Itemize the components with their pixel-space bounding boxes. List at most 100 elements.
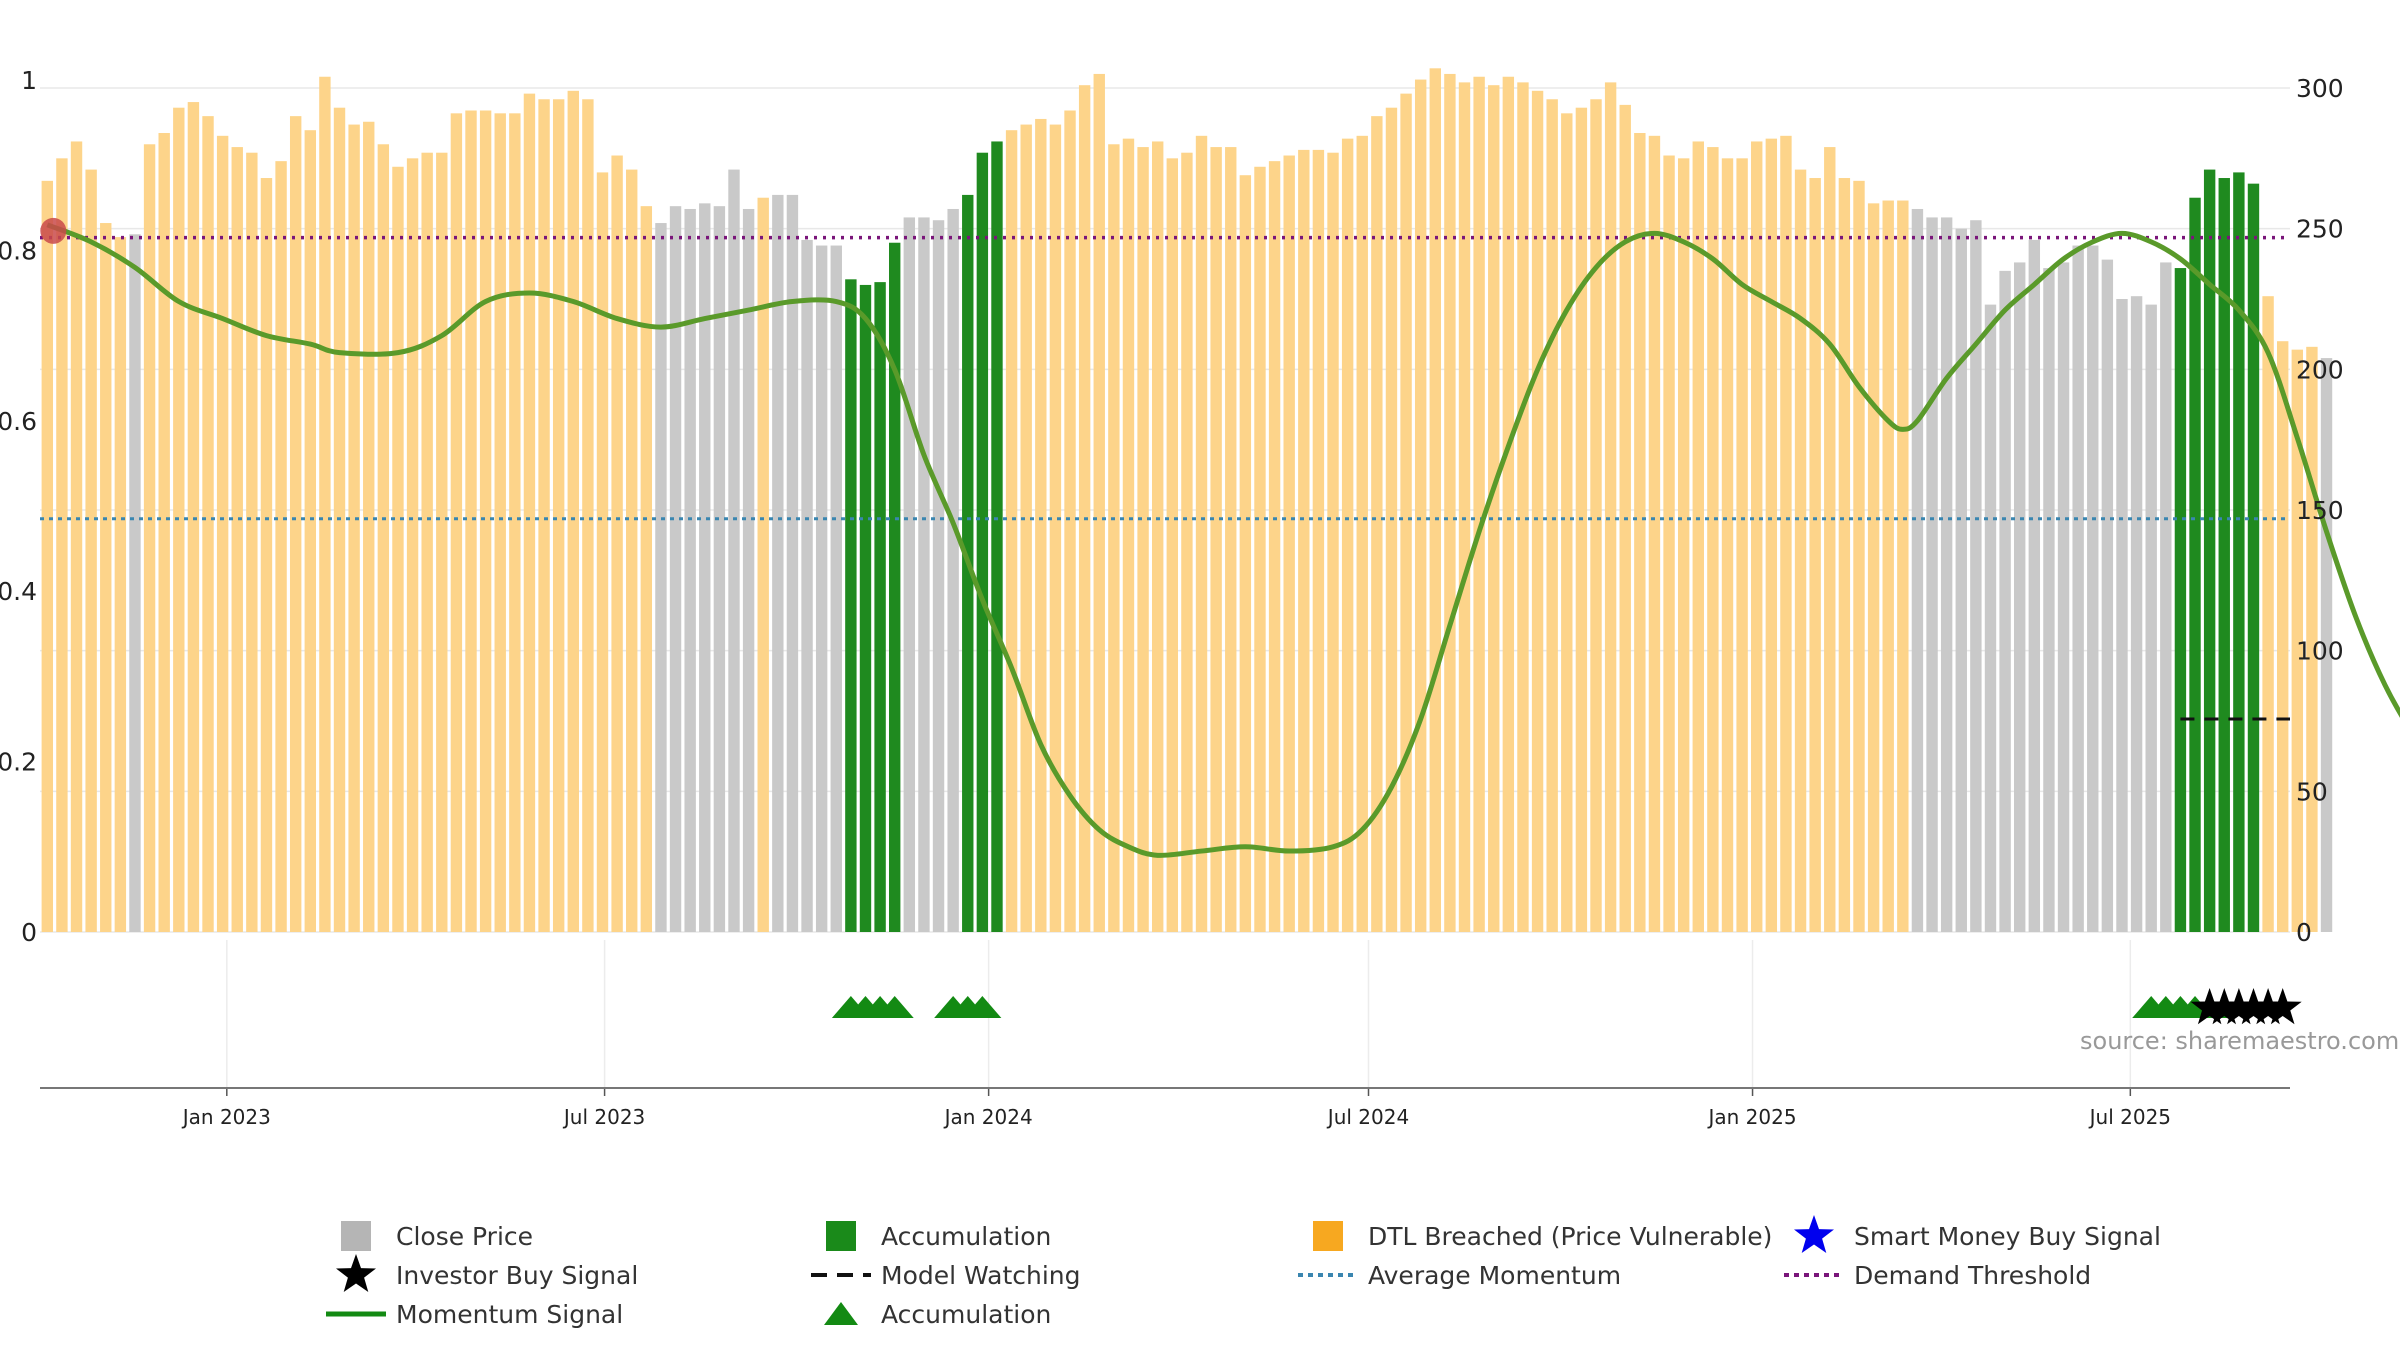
legend-square-swatch (826, 1221, 856, 1251)
legend-square-swatch (341, 1221, 371, 1251)
price-bar (2276, 341, 2289, 932)
price-bar (1005, 130, 1018, 932)
legend-item: Accumulation (824, 1300, 1051, 1329)
price-bar (2291, 349, 2304, 932)
price-bar (626, 169, 638, 932)
price-bar (2174, 268, 2187, 932)
investor-buy-star (2263, 988, 2302, 1025)
x-tick-label: Jul 2025 (2088, 1105, 2171, 1129)
price-bar (1663, 155, 1675, 932)
price-bar (1926, 217, 1938, 932)
price-bar (1897, 200, 1909, 933)
price-bar (2306, 346, 2318, 932)
investor-buy-star (2190, 988, 2229, 1025)
price-bar (377, 144, 390, 932)
investor-buy-star (2234, 988, 2273, 1025)
price-bar (1517, 82, 1529, 932)
x-tick-label: Jul 2024 (1326, 1105, 1409, 1129)
signal-markers (831, 988, 2302, 1025)
price-bar (1122, 138, 1135, 932)
price-bar (2233, 172, 2245, 932)
price-bar (1590, 99, 1602, 932)
price-bar (465, 110, 477, 933)
price-bar (1955, 228, 1967, 932)
price-bar (304, 130, 316, 932)
price-bar (406, 158, 419, 933)
price-bar (830, 245, 842, 933)
price-bar (2262, 296, 2274, 933)
price-bar (582, 99, 594, 932)
price-bar (509, 113, 521, 932)
price-bar (1020, 124, 1032, 932)
price-bar (1488, 85, 1500, 933)
legend-label: DTL Breached (Price Vulnerable) (1368, 1222, 1772, 1251)
price-bar (2203, 169, 2216, 932)
price-bar (1400, 93, 1412, 933)
price-bar (845, 279, 857, 933)
price-bar (216, 135, 229, 932)
price-bar (1371, 116, 1383, 933)
price-bar (1721, 158, 1734, 933)
price-bar (655, 223, 667, 933)
price-bar (611, 155, 623, 932)
price-bar (1546, 99, 1558, 932)
price-bar (1780, 135, 1792, 932)
price-bar (1692, 141, 1704, 932)
price-bar (728, 169, 740, 932)
price-bar (260, 178, 273, 932)
right-axis-tick: 100 (2296, 637, 2344, 666)
price-bar (2043, 268, 2055, 932)
right-axis-tick: 150 (2296, 496, 2344, 525)
price-bar (319, 76, 331, 933)
legend-label: Model Watching (881, 1261, 1081, 1290)
price-bar (479, 110, 492, 933)
price-bar (158, 133, 170, 933)
legend-label: Accumulation (881, 1222, 1051, 1251)
price-bar (1225, 147, 1237, 932)
price-bar (1984, 304, 1997, 932)
price-bar (1356, 135, 1368, 932)
legend-item: Momentum Signal (326, 1300, 623, 1329)
price-bar (2218, 178, 2230, 932)
price-bar (1736, 158, 1748, 933)
price-bar (70, 141, 83, 932)
price-bar (1181, 152, 1193, 932)
price-bar (289, 116, 302, 933)
price-bar (2057, 262, 2070, 933)
price-bar (2247, 183, 2260, 933)
right-axis-tick: 300 (2296, 74, 2344, 103)
price-bar (187, 102, 200, 933)
price-bars (41, 68, 2333, 933)
axes: 0 50 100 150 200 250 300 0 0.2 0.4 0.6 0.8 1 Jan 2023… (0, 66, 2344, 1129)
price-bar (1999, 270, 2011, 932)
price-bar (889, 242, 901, 932)
legend-item: Average Momentum (1298, 1261, 1621, 1290)
price-bar (1561, 113, 1573, 932)
price-bar (1867, 203, 1880, 932)
price-bar (1283, 155, 1295, 932)
price-bar (1604, 82, 1617, 932)
x-tick-label: Jan 2025 (1706, 1105, 1796, 1129)
left-axis-tick: 0.8 (0, 236, 37, 265)
price-bar (363, 121, 375, 932)
price-bar (976, 152, 989, 932)
price-bar (684, 208, 696, 932)
left-axis-tick: 1 (21, 66, 37, 95)
x-tick-label: Jan 2023 (181, 1105, 271, 1129)
price-bar (772, 194, 784, 932)
start-point-marker (40, 217, 67, 244)
price-bar (1341, 138, 1354, 932)
legend-item: Demand Threshold (1784, 1261, 2091, 1290)
price-bar (932, 220, 945, 932)
price-bar (1444, 73, 1456, 932)
price-bar (1429, 68, 1441, 933)
price-bar (1707, 147, 1719, 932)
legend-item: Accumulation (826, 1221, 1051, 1251)
price-bar (1049, 124, 1062, 932)
legend-label: Investor Buy Signal (396, 1261, 638, 1290)
price-bar (202, 116, 214, 933)
price-bar (1940, 217, 1953, 932)
price-bar (1137, 147, 1149, 932)
price-bar (786, 194, 799, 932)
price-bar (2145, 304, 2157, 932)
